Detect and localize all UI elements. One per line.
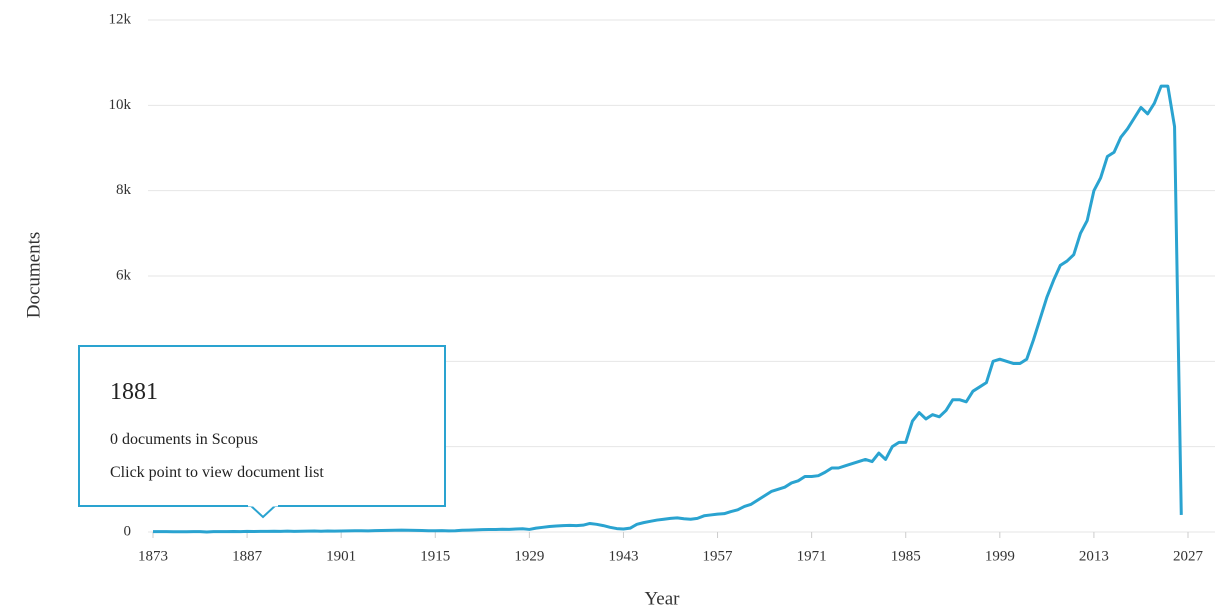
tooltip-hint: Click point to view document list [110,464,324,481]
tooltip-pointer [248,505,278,519]
x-tick-label: 1929 [514,548,544,564]
y-tick-label: 12k [109,11,132,27]
y-tick-label: 10k [109,97,132,113]
x-tick-label: 2027 [1173,548,1204,564]
x-tick-label: 1873 [138,548,168,564]
x-tick-label: 1915 [420,548,450,564]
y-tick-label: 0 [124,523,132,539]
y-axis-label: Documents [23,232,44,319]
tooltip-year: 1881 [110,379,158,405]
data-line [152,84,1183,534]
x-tick-label: 1901 [326,548,356,564]
x-axis-label: Year [644,588,680,609]
tooltip: 1881 0 documents in Scopus Click point t… [78,345,446,507]
x-tick-label: 1971 [797,548,827,564]
x-tick-label: 1887 [232,548,263,564]
x-tick-label: 1943 [608,548,638,564]
x-tick-label: 1957 [703,548,734,564]
y-tick-label: 6k [116,267,132,283]
x-tick-label: 1999 [985,548,1015,564]
x-tick-label: 1985 [891,548,921,564]
tooltip-count: 0 documents in Scopus [110,431,258,448]
x-tick-label: 2013 [1079,548,1109,564]
y-tick-label: 8k [116,182,132,198]
